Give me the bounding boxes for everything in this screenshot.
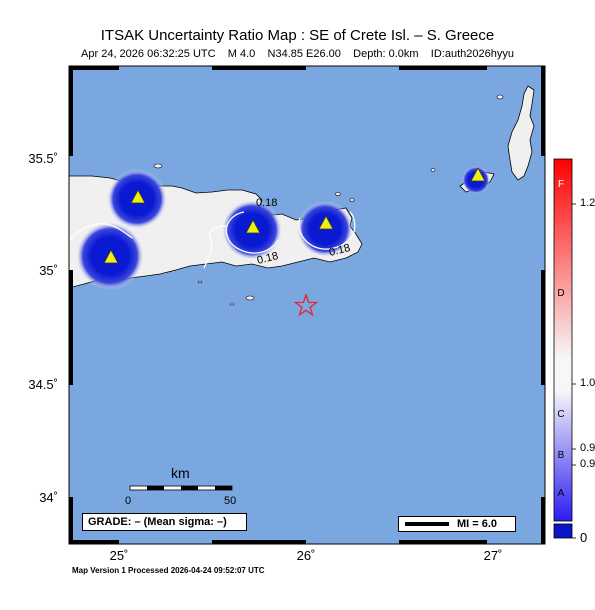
scale-bar-title: km bbox=[171, 465, 190, 481]
colorbar-letter: B bbox=[557, 450, 565, 461]
colorbar-value: 1.2 bbox=[580, 197, 595, 209]
station-triangle[interactable] bbox=[470, 167, 486, 182]
dia-island bbox=[153, 163, 163, 169]
scale-bar-end: 50 bbox=[224, 495, 237, 507]
contour-label: 0.18 bbox=[328, 242, 352, 259]
station-triangle[interactable] bbox=[318, 215, 334, 230]
colorbar-letter: A bbox=[557, 488, 565, 499]
contour-line bbox=[298, 211, 356, 250]
lat-label: 35˚ bbox=[39, 263, 58, 278]
lat-label: 34˚ bbox=[39, 490, 58, 505]
station-triangle[interactable] bbox=[103, 249, 119, 264]
station-triangle[interactable] bbox=[130, 189, 146, 204]
colorbar-value: 1.0 bbox=[580, 377, 595, 389]
grade-box: GRADE: – (Mean sigma: –) bbox=[82, 513, 247, 531]
colorbar-value: 0 bbox=[580, 530, 588, 545]
lat-label: 34.5˚ bbox=[28, 377, 58, 392]
colorbar-ticks bbox=[572, 203, 576, 539]
map-title: ITSAK Uncertainty Ratio Map : SE of Cret… bbox=[100, 27, 495, 44]
sea-area bbox=[69, 66, 545, 544]
contour-label: 0.18 bbox=[256, 197, 277, 209]
colorbar-gradient bbox=[553, 158, 573, 522]
karpathos-island bbox=[507, 85, 535, 181]
processing-footer: Map Version 1 Processed 2026-04-24 09:52… bbox=[72, 566, 265, 575]
islet bbox=[349, 198, 355, 202]
contour-line bbox=[69, 223, 133, 241]
gavdos-island bbox=[245, 295, 255, 301]
grade-text: GRADE: – (Mean sigma: –) bbox=[88, 516, 227, 528]
lat-label: 35.5˚ bbox=[28, 151, 58, 166]
mi-line bbox=[405, 522, 449, 526]
lon-label: 27˚ bbox=[483, 548, 503, 563]
contour-line bbox=[225, 211, 279, 254]
colorbar-letter: D bbox=[557, 288, 565, 299]
contour-label: 0.18 bbox=[256, 250, 280, 267]
mi-text: MI = 6.0 bbox=[457, 518, 498, 530]
map-subtitle: Apr 24, 2026 06:32:25 UTC M 4.0 N34.85 E… bbox=[81, 48, 514, 60]
contour-line bbox=[203, 225, 227, 269]
lon-label: 25˚ bbox=[109, 548, 129, 563]
islet bbox=[198, 280, 202, 284]
colorbar-value: 0.9 bbox=[580, 442, 595, 454]
islet bbox=[496, 94, 504, 100]
lon-label: 26˚ bbox=[296, 548, 316, 563]
scale-bar-start: 0 bbox=[125, 495, 132, 507]
islet bbox=[229, 302, 235, 306]
colorbar-value: 0.9 bbox=[580, 458, 595, 470]
station-triangle[interactable] bbox=[245, 219, 261, 234]
epicenter-star[interactable] bbox=[293, 293, 319, 317]
mi-legend-box: MI = 6.0 bbox=[398, 516, 516, 532]
colorbar-base bbox=[553, 523, 573, 539]
scale-bar bbox=[129, 485, 233, 491]
colorbar-letter: F bbox=[557, 179, 565, 190]
islet bbox=[430, 168, 436, 172]
colorbar-letter: C bbox=[557, 409, 565, 420]
islet bbox=[335, 192, 341, 196]
frame-scale-marks bbox=[69, 66, 545, 544]
